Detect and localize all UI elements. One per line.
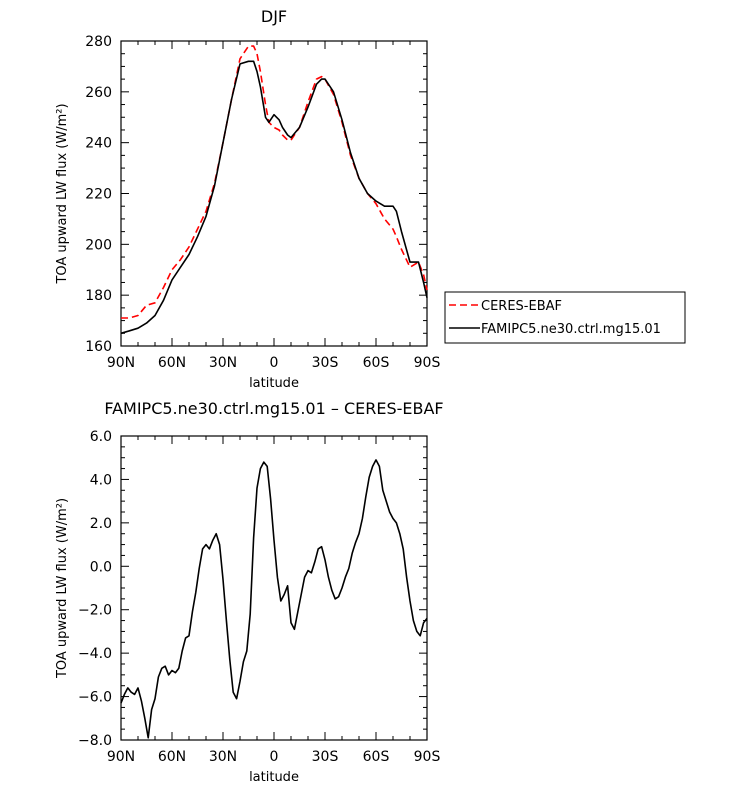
y-tick-label: 4.0 — [90, 472, 112, 488]
x-tick-label: 90N — [107, 749, 135, 765]
x-tick-label: 30N — [209, 355, 237, 371]
plot-frame — [120, 40, 428, 347]
x-tick-label: 30S — [312, 355, 339, 371]
y-tick-label: 6.0 — [90, 429, 112, 445]
x-tick-label: 90S — [414, 749, 441, 765]
y-axis-label: TOA upward LW flux (W/m²) — [55, 103, 70, 284]
x-tick-label: 60N — [158, 355, 186, 371]
y-tick-label: 240 — [85, 136, 112, 152]
x-tick-label: 0 — [270, 749, 279, 765]
series-line-1 — [120, 459, 428, 739]
x-tick-label: 60N — [158, 749, 186, 765]
y-tick-label: 280 — [85, 34, 112, 50]
x-tick-label: 60S — [363, 749, 390, 765]
y-tick-label: −2.0 — [78, 603, 112, 619]
x-tick-label: 90S — [414, 355, 441, 371]
y-tick-label: −4.0 — [78, 646, 112, 662]
chart-title: FAMIPC5.ne30.ctrl.mg15.01 – CERES-EBAF — [104, 399, 443, 418]
chart-title: DJF — [261, 7, 287, 26]
series-line-1 — [121, 45, 428, 319]
y-tick-label: −6.0 — [78, 690, 112, 706]
x-axis-label: latitude — [249, 770, 299, 785]
x-tick-label: 60S — [363, 355, 390, 371]
y-tick-label: 180 — [85, 288, 112, 304]
y-tick-label: −8.0 — [78, 733, 112, 749]
legend-label-1: CERES-EBAF — [481, 299, 562, 314]
series-line-2 — [120, 60, 428, 335]
chart-2: FAMIPC5.ne30.ctrl.mg15.01 – CERES-EBAF 90… — [55, 399, 444, 785]
x-tick-label: 90N — [107, 355, 135, 371]
legend-label-2: FAMIPC5.ne30.ctrl.mg15.01 — [481, 322, 661, 337]
y-tick-label: 260 — [85, 85, 112, 101]
y-axis-label: TOA upward LW flux (W/m²) — [55, 498, 70, 679]
x-axis-label: latitude — [249, 376, 299, 391]
chart-1: DJF 90N 60N 30N 0 30S 60S 90S 160 180 200 220 240 260… — [55, 7, 686, 391]
legend-box — [444, 291, 686, 344]
legend: CERES-EBAF FAMIPC5.ne30.ctrl.mg15.01 — [444, 291, 686, 344]
y-tick-label: 220 — [85, 187, 112, 203]
y-tick-label: 200 — [85, 237, 112, 253]
y-tick-label: 160 — [85, 339, 112, 355]
y-tick-label: 0.0 — [90, 559, 112, 575]
x-tick-label: 30N — [209, 749, 237, 765]
x-tick-label: 30S — [312, 749, 339, 765]
x-tick-label: 0 — [270, 355, 279, 371]
y-tick-label: 2.0 — [90, 516, 112, 532]
